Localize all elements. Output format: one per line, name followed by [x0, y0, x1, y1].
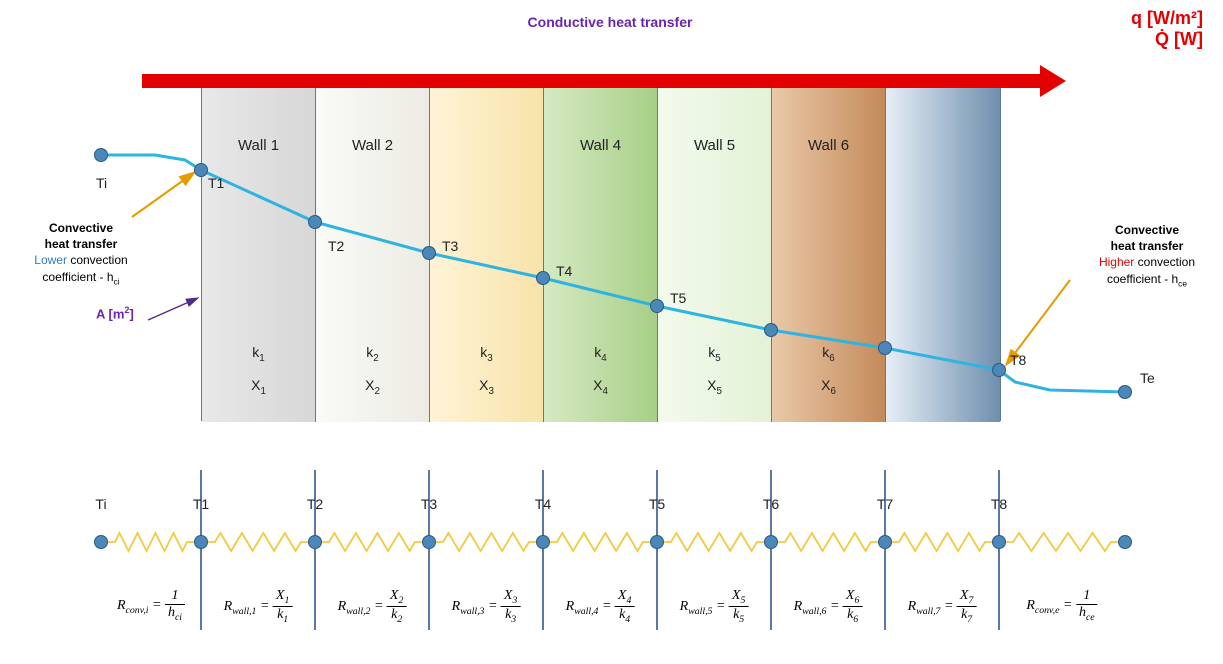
- temp-node: [94, 148, 108, 162]
- temp-node: [650, 299, 664, 313]
- resistance-equation: Rwall,4 = X4k4: [566, 588, 635, 625]
- resistor-node-label: T4: [535, 496, 551, 512]
- resistor-node: [308, 535, 322, 549]
- temp-node: [422, 246, 436, 260]
- resistor-zigzag: [771, 533, 885, 551]
- resistor-zigzag: [657, 533, 771, 551]
- resistor-zigzag: [885, 533, 999, 551]
- area-arrow: [148, 298, 198, 320]
- resistance-equation: Rwall,1 = X1k1: [224, 588, 293, 625]
- wall-2: Wall 2 k2X2: [316, 87, 430, 422]
- resistor-node: [1118, 535, 1132, 549]
- wall-label: Wall 1: [202, 137, 315, 154]
- temp-label: T5: [670, 290, 686, 306]
- wall-kx: k3X3: [430, 337, 543, 402]
- temp-node: [764, 323, 778, 337]
- resistance-equation: Rwall,3 = X3k3: [452, 588, 521, 625]
- callout-arrow-left: [132, 172, 195, 217]
- wall-kx: k5X5: [658, 337, 771, 402]
- resistance-equation: Rconv,e = 1hce: [1026, 588, 1097, 623]
- temp-node: [194, 163, 208, 177]
- temp-node: [308, 215, 322, 229]
- wall-4: Wall 4 k4X4: [544, 87, 658, 422]
- resistor-zigzag: [315, 533, 429, 551]
- heat-flow-arrow-head: [1040, 65, 1066, 97]
- resistor-node: [194, 535, 208, 549]
- resistor-node-label: T6: [763, 496, 779, 512]
- resistance-equation: Rwall,6 = X6k6: [794, 588, 863, 625]
- wall-5: Wall 5 k5X5: [658, 87, 772, 422]
- wall-kx: k1X1: [202, 337, 315, 402]
- resistance-equation: Rwall,5 = X5k5: [680, 588, 749, 625]
- wall-kx: k4X4: [544, 337, 657, 402]
- resistor-node: [764, 535, 778, 549]
- wall-7: [886, 87, 1000, 422]
- temp-label: T1: [208, 175, 224, 191]
- annot-right: Convective heat transfer Higher convecti…: [1072, 222, 1222, 289]
- walls-container: Wall 1k1X1Wall 2k2X2k3X3Wall 4k4X4Wall 5…: [201, 86, 1001, 421]
- conductive-title: Conductive heat transfer: [500, 14, 720, 30]
- resistor-zigzag: [101, 533, 201, 551]
- resistor-node: [878, 535, 892, 549]
- resistance-equation: Rconv,i = 1hci: [117, 588, 185, 623]
- resistance-equation: Rwall,7 = X7k7: [908, 588, 977, 625]
- resistor-zigzag: [429, 533, 543, 551]
- resistance-equation: Rwall,2 = X2k2: [338, 588, 407, 625]
- area-label: A [m2]: [96, 304, 134, 323]
- heat-flux-labels: q [W/m²] Q̇ [W]: [1131, 8, 1203, 50]
- wall-1: Wall 1 k1X1: [202, 87, 316, 422]
- resistor-node: [992, 535, 1006, 549]
- resistor-node: [536, 535, 550, 549]
- resistor-node-label: T7: [877, 496, 893, 512]
- wall-label: Wall 5: [658, 137, 771, 154]
- temp-label: T8: [1010, 352, 1026, 368]
- wall-kx: k2X2: [316, 337, 429, 402]
- temp-label: Te: [1140, 370, 1155, 386]
- temp-label: T3: [442, 238, 458, 254]
- resistor-node-label: Ti: [95, 496, 106, 512]
- temp-label: T2: [328, 238, 344, 254]
- resistor-node-label: T3: [421, 496, 437, 512]
- resistor-node-label: T8: [991, 496, 1007, 512]
- resistor-node: [94, 535, 108, 549]
- q-label: q [W/m²]: [1131, 8, 1203, 29]
- temp-node: [878, 341, 892, 355]
- temp-node: [992, 363, 1006, 377]
- wall-label: Wall 6: [772, 137, 885, 154]
- Qdot-label: Q̇ [W]: [1131, 29, 1203, 50]
- wall-label: Wall 2: [316, 137, 429, 154]
- wall-3: k3X3: [430, 87, 544, 422]
- temp-node: [536, 271, 550, 285]
- resistor-zigzag: [543, 533, 657, 551]
- resistor-node-label: T5: [649, 496, 665, 512]
- temp-label: T4: [556, 263, 572, 279]
- resistor-zigzag: [201, 533, 315, 551]
- heat-flow-arrow-bar: [142, 74, 1042, 88]
- wall-label: Wall 4: [544, 137, 657, 154]
- wall-kx: k6X6: [772, 337, 885, 402]
- resistor-node: [650, 535, 664, 549]
- resistor-node-label: T2: [307, 496, 323, 512]
- wall-6: Wall 6 k6X6: [772, 87, 886, 422]
- resistor-zigzag: [999, 533, 1125, 551]
- annot-left: Convective heat transfer Lower convectio…: [6, 220, 156, 287]
- resistor-node: [422, 535, 436, 549]
- temp-label: Ti: [96, 175, 107, 191]
- resistor-node-label: T1: [193, 496, 209, 512]
- temp-node: [1118, 385, 1132, 399]
